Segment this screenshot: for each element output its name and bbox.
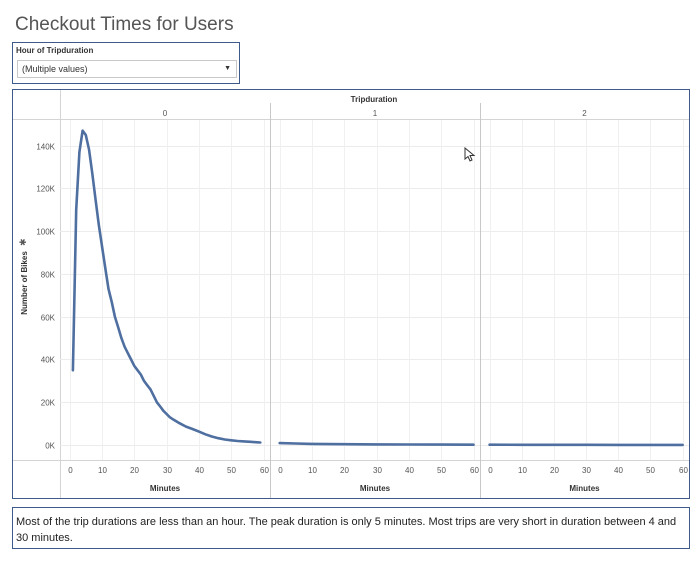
x-tick-label: 10 — [308, 466, 317, 475]
x-tick-label: 0 — [488, 466, 493, 475]
y-tick-label: 40K — [41, 356, 56, 365]
column-header: Tripduration — [351, 95, 398, 104]
y-tick-label: 60K — [41, 314, 56, 323]
x-tick-label: 40 — [614, 466, 623, 475]
x-tick-label: 10 — [98, 466, 107, 475]
y-axis-title: Number of Bikes — [20, 251, 29, 315]
hour-filter-dropdown[interactable]: (Multiple values) ▼ — [17, 60, 237, 78]
x-tick-label: 60 — [679, 466, 688, 475]
y-tick-label: 80K — [41, 271, 56, 280]
x-tick-label: 20 — [550, 466, 559, 475]
y-tick-label: 100K — [36, 228, 55, 237]
chart-frame — [12, 89, 690, 499]
filter-label: Hour of Tripduration — [16, 46, 94, 55]
x-axis-label: Minutes — [360, 484, 391, 493]
x-tick-label: 30 — [582, 466, 591, 475]
x-tick-label: 60 — [470, 466, 479, 475]
y-tick-label: 140K — [36, 143, 55, 152]
x-axis-label: Minutes — [569, 484, 600, 493]
x-tick-label: 50 — [227, 466, 236, 475]
series-line-facet-0[interactable] — [71, 129, 262, 444]
facet-header-0: 0 — [163, 109, 168, 118]
caption-text: Most of the trip durations are less than… — [12, 507, 690, 549]
series-line-facet-1[interactable] — [278, 441, 475, 446]
y-axis-sort-icon[interactable]: ✱ — [18, 238, 28, 246]
x-tick-label: 30 — [373, 466, 382, 475]
y-tick-label: 0K — [45, 442, 55, 451]
x-tick-label: 40 — [405, 466, 414, 475]
x-tick-label: 10 — [518, 466, 527, 475]
x-tick-label: 60 — [260, 466, 269, 475]
x-tick-label: 20 — [130, 466, 139, 475]
x-tick-label: 20 — [340, 466, 349, 475]
x-tick-label: 40 — [195, 466, 204, 475]
y-tick-label: 20K — [41, 399, 56, 408]
y-axis-label: Number of Bikes — [20, 251, 29, 315]
facet-header-2: 2 — [582, 109, 587, 118]
x-tick-label: 0 — [278, 466, 283, 475]
dashboard-title: Checkout Times for Users — [15, 14, 234, 35]
x-tick-label: 50 — [646, 466, 655, 475]
x-axis-label: Minutes — [150, 484, 181, 493]
x-tick-label: 50 — [437, 466, 446, 475]
mouse-cursor-icon — [464, 147, 476, 162]
y-tick-label: 120K — [36, 185, 55, 194]
chevron-down-icon[interactable]: ▼ — [224, 65, 231, 72]
filter-selected-value: (Multiple values) — [22, 64, 88, 74]
x-tick-label: 30 — [163, 466, 172, 475]
hour-filter-panel: Hour of Tripduration (Multiple values) ▼ — [12, 42, 240, 84]
x-tick-label: 0 — [68, 466, 73, 475]
facet-header-1: 1 — [373, 109, 378, 118]
